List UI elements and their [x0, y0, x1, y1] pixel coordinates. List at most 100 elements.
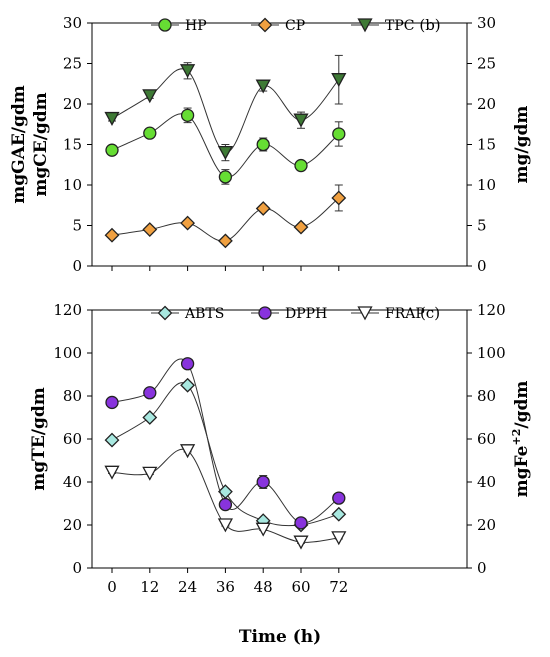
y-tick-label-left: 120: [53, 301, 82, 319]
data-point-abts: [142, 410, 158, 425]
legend-marker-hp: [158, 18, 172, 32]
data-point-abts: [331, 506, 347, 522]
data-point-cp: [255, 201, 271, 216]
panel-b-chart: 0 0 5 5 10 10 15 15 20 20 25 25 30 30 HP CP TPC (b) mgGAE/…: [9, 14, 532, 275]
y-tick-label-right: 0: [477, 559, 487, 577]
data-point-cp: [104, 227, 120, 243]
data-point-tpc: [104, 111, 120, 126]
legend-marker-tpc: [357, 18, 373, 33]
data-point-frap: [180, 444, 196, 459]
y-tick-label-right: 40: [477, 473, 496, 491]
x-axis-label: Time (h): [239, 627, 321, 647]
legend-label-dpph: DPPH: [285, 306, 327, 322]
data-point-cp: [180, 215, 196, 231]
data-point-dpph: [180, 357, 195, 371]
data-point-frap: [255, 522, 271, 537]
x-tick-label: 0: [107, 578, 117, 596]
data-point-abts: [217, 484, 233, 500]
data-point-frap: [104, 465, 120, 480]
data-point-cp: [293, 219, 309, 235]
legend-label-cp: CP: [285, 18, 305, 34]
x-tick-label: 48: [254, 578, 273, 596]
data-point-hp: [256, 137, 270, 152]
y-tick-label-left: 15: [63, 136, 82, 154]
data-point-frap: [331, 531, 347, 546]
y-tick-label-right: 60: [477, 430, 496, 448]
data-point-tpc: [331, 73, 347, 88]
y-axis-label-right: mgFe+2/gdm: [510, 381, 532, 498]
plot-frame: [91, 309, 468, 569]
legend-marker-cp: [257, 17, 273, 33]
data-point-hp: [105, 143, 119, 157]
data-point-hp: [218, 170, 233, 184]
y-tick-label-right: 10: [477, 176, 496, 194]
y-axis-label-right: mg/gdm: [512, 106, 532, 184]
data-point-tpc: [142, 89, 158, 104]
data-point-hp: [180, 108, 195, 122]
panel-label: (b): [419, 16, 440, 34]
data-point-cp: [331, 190, 347, 206]
series-line-tpc: [111, 68, 340, 154]
y-tick-label-right: 30: [477, 14, 496, 32]
panel-c-chart: 0 0 20 20 40 40 60 60 80 80 100 100 120 120 0 12 24 36 48 6…: [29, 301, 532, 596]
data-point-tpc: [180, 64, 196, 79]
legend-label-hp: HP: [185, 18, 207, 34]
x-tick-label: 60: [291, 578, 310, 596]
y-tick-label-left: 60: [63, 430, 82, 448]
y-tick-label-left: 0: [72, 257, 82, 275]
y-tick-label-right: 15: [477, 136, 496, 154]
data-point-hp: [143, 126, 157, 140]
y-tick-label-right: 25: [477, 55, 496, 73]
y-tick-label-right: 5: [477, 217, 487, 235]
data-point-dpph: [332, 491, 346, 505]
legend-label-frap: FRAP: [385, 306, 425, 322]
data-point-tpc: [293, 113, 309, 128]
y-tick-label-right: 0: [477, 257, 487, 275]
y-tick-label-left: 25: [63, 55, 82, 73]
y-tick-label-right: 20: [477, 516, 496, 534]
data-point-dpph: [143, 386, 157, 400]
data-point-dpph: [218, 497, 233, 512]
legend-label-abts: ABTS: [184, 306, 224, 322]
y-tick-label-left: 30: [63, 14, 82, 32]
panel-label: (c): [420, 304, 440, 322]
y-tick-label-right: 20: [477, 95, 496, 113]
data-point-cp: [142, 222, 158, 237]
data-point-hp: [294, 158, 308, 173]
data-point-tpc: [217, 145, 233, 160]
y-axis-label-left: mgTE/gdm: [29, 387, 49, 490]
y-tick-label-right: 120: [477, 301, 506, 319]
y-tick-label-left: 10: [63, 176, 82, 194]
y-tick-label-left: 0: [72, 559, 82, 577]
data-point-frap: [142, 466, 158, 481]
y-axis-label-left: mgGAE/gdm: [9, 85, 29, 204]
data-point-frap: [293, 535, 309, 550]
data-point-dpph: [256, 475, 270, 489]
y-tick-label-left: 5: [72, 217, 82, 235]
y-tick-label-right: 80: [477, 387, 496, 405]
data-point-tpc: [255, 79, 271, 94]
legend-marker-abts: [157, 305, 173, 321]
data-point-cp: [217, 233, 233, 249]
data-point-dpph: [294, 516, 308, 530]
y-axis-label-left: mgCE/gdm: [31, 92, 51, 196]
y-tick-label-left: 40: [63, 473, 82, 491]
y-tick-label-left: 20: [63, 516, 82, 534]
legend-marker-frap: [357, 306, 373, 321]
data-point-hp: [332, 127, 346, 141]
data-point-dpph: [105, 395, 119, 410]
x-tick-label: 12: [140, 578, 159, 596]
x-tick-label: 36: [216, 578, 235, 596]
y-tick-label-left: 80: [63, 387, 82, 405]
y-tick-label-left: 20: [63, 95, 82, 113]
data-point-abts: [180, 377, 196, 393]
data-point-abts: [104, 432, 120, 448]
legend-label-tpc: TPC: [385, 18, 414, 34]
y-tick-label-left: 100: [53, 344, 82, 362]
y-tick-label-right: 100: [477, 344, 506, 362]
x-tick-label: 24: [178, 578, 197, 596]
x-tick-label: 72: [329, 578, 348, 596]
data-point-frap: [217, 518, 233, 533]
legend-marker-dpph: [258, 306, 272, 320]
